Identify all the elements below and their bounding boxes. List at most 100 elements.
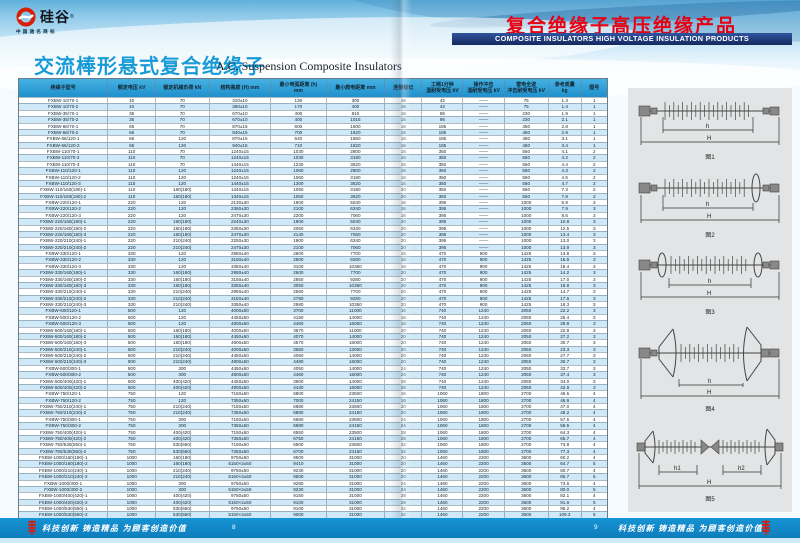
table-header-row: 绝缘子型号 额定电压 kV 额定机械负荷 kN 结构高度 (H) mm 最小电弧距离 (… [19, 79, 607, 97]
table-cell: 16 [385, 212, 423, 219]
table-cell: 20 [385, 455, 423, 461]
table-cell: 4 [593, 493, 596, 499]
table-cell: 500 [108, 359, 156, 365]
table-cell: 450 [505, 136, 549, 142]
table-cell: 14000 [327, 353, 386, 359]
table-cell: 20 [385, 410, 423, 416]
table-cell: 1800 [463, 435, 505, 442]
table-cell: 500 [108, 340, 156, 346]
table-cell: 870±15 [210, 123, 272, 129]
insulator-diagram-icon: h H [638, 102, 780, 146]
table-cell: 670±10 [210, 117, 272, 123]
table-cell: 29.8 [549, 321, 582, 327]
table-cell: 1000 [108, 506, 156, 512]
table-cell: 120 [156, 263, 210, 270]
table-cell: 9230 [271, 486, 327, 493]
left-page-title: 交流棒形悬式复合绝缘子 [34, 56, 265, 78]
table-cell: 3600 [505, 480, 549, 486]
table-cell: 47.0 [549, 404, 582, 410]
table-cell: 20 [385, 467, 423, 474]
table-cell: FXBW-330/120-2 [19, 257, 109, 263]
table-cell: 2200 [463, 461, 505, 467]
table-cell: 20 [385, 289, 423, 295]
table-cell: 20 [385, 302, 423, 308]
table-cell: FXBW-220/120-2 [19, 206, 109, 212]
table-cell: 24150 [327, 435, 386, 442]
table-cell: 740 [422, 353, 464, 359]
table-cell: FXBW-500/120-3 [19, 321, 109, 327]
table-cell: FXBW-220/210(240)-1 [19, 238, 109, 244]
table-cell: 3600 [505, 493, 549, 499]
table-cell: 1460 [422, 506, 464, 512]
table-cell: 210(240) [156, 238, 210, 244]
table-cell: 4070 [271, 333, 327, 340]
table-cell: 160(180) [156, 455, 210, 461]
table-cell: 1440±15 [210, 161, 272, 168]
table-cell: 120 [156, 200, 210, 206]
svg-text:H: H [707, 214, 711, 220]
table-row: FXBW-220/120-2 220 120 2360±30 2100 6340 16 395… [19, 205, 607, 212]
table-cell: 3.1 [549, 136, 582, 142]
table-cell: FXBW-35/70-1 [19, 110, 109, 117]
table-cell: 470 [422, 251, 464, 257]
table-cell: 1000 [505, 200, 549, 206]
table-cell: 9750±50 [210, 467, 272, 474]
table-cell: 4900±50 [210, 372, 272, 378]
table-cell: 3600 [505, 467, 549, 474]
table-cell: 2800 [327, 168, 386, 174]
table-cell: 1060 [422, 442, 464, 448]
table-cell: 11000 [327, 308, 386, 314]
table-cell: 16 [385, 174, 423, 180]
table-cell: 1 [593, 142, 596, 148]
diagram-panel: h H 图1 h H [628, 88, 792, 512]
table-cell: 66 [108, 142, 156, 148]
table-cell: 740 [422, 346, 464, 352]
insulator-diagram-icon: h1 h2 H [636, 428, 784, 489]
table-cell: —— [463, 206, 505, 212]
table-cell: FXBW-110/160(180)-2 [19, 193, 109, 199]
table-cell: 95 [422, 110, 464, 117]
table-cell: 1240 [463, 314, 505, 321]
table-cell: 500 [108, 308, 156, 314]
table-cell: 4.3 [549, 168, 582, 174]
table-row: FXBW-330/120-1 330 120 2950±40 2600 7700 16 470… [19, 250, 607, 257]
table-row: FXBW-500/120-2 500 120 4450±50 4150 14000 16 74… [19, 313, 607, 321]
table-cell: 500 [108, 372, 156, 378]
table-cell: 1240±15 [210, 149, 272, 155]
table-cell: 70 [156, 155, 210, 161]
table-cell: 530(550) [156, 442, 210, 448]
table-cell: 95 [422, 117, 464, 123]
table-cell: 120 [156, 308, 210, 314]
table-cell: 740 [422, 340, 464, 346]
table-cell: 160(180) [156, 333, 210, 340]
table-row: FXBW-330/210(240)-1 330 210(240) 2950±40 256… [19, 288, 607, 295]
table-cell: 1425 [505, 251, 549, 257]
table-cell: 31000 [327, 486, 386, 493]
table-cell: 31000 [327, 480, 386, 486]
table-cell: 13.0 [549, 238, 582, 244]
column-header: 雷电全波 冲击耐受电压 kV [505, 79, 549, 97]
table-cell: 750 [108, 416, 156, 423]
table-cell: 9750±50 [210, 480, 272, 486]
table-cell: 4450±50 [210, 353, 272, 359]
table-cell: FXBW-35/70-2 [19, 117, 109, 123]
table-cell: 7350±50 [210, 435, 272, 442]
table-cell: 740 [422, 321, 464, 327]
table-cell: 1060 [422, 404, 464, 410]
svg-text:H: H [707, 390, 711, 396]
table-cell: 22.2 [549, 308, 582, 314]
table-cell: 9100 [271, 499, 327, 505]
table-cell: 14000 [327, 365, 386, 372]
table-cell: 20 [385, 461, 423, 467]
table-cell: 1000 [505, 231, 549, 238]
table-cell: 16000 [327, 372, 386, 378]
table-cell: 5040 [327, 200, 386, 206]
table-cell: 160(180) [156, 231, 210, 238]
table-cell: 60.7 [549, 467, 582, 474]
figure-caption: 图3 [705, 309, 715, 316]
table-cell: 16 [385, 161, 423, 168]
table-cell: 4 [593, 429, 596, 435]
table-cell: 300 [156, 365, 210, 372]
table-cell: 31000 [327, 474, 386, 480]
table-cell: 900 [463, 295, 505, 301]
